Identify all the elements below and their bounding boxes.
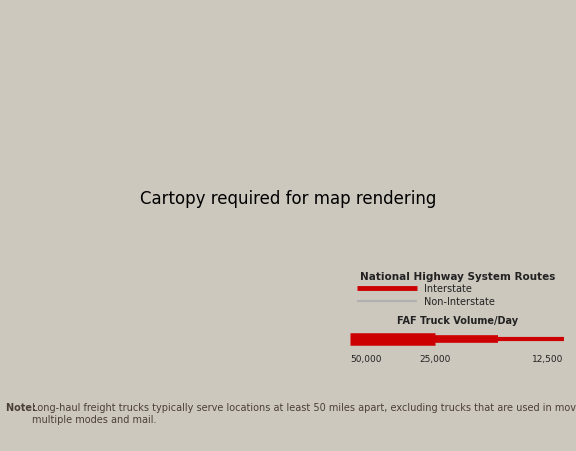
- Text: Note:: Note:: [6, 402, 39, 412]
- Text: 25,000: 25,000: [420, 354, 451, 363]
- Text: Non-Interstate: Non-Interstate: [424, 297, 495, 307]
- Text: FAF Truck Volume/Day: FAF Truck Volume/Day: [397, 315, 518, 325]
- Text: Long-haul freight trucks typically serve locations at least 50 miles apart, excl: Long-haul freight trucks typically serve…: [32, 402, 576, 424]
- Text: 50,000: 50,000: [350, 354, 381, 363]
- Text: National Highway System Routes: National Highway System Routes: [360, 272, 556, 281]
- Text: 12,500: 12,500: [532, 354, 563, 363]
- Text: Interstate: Interstate: [424, 283, 472, 293]
- Text: Cartopy required for map rendering: Cartopy required for map rendering: [140, 189, 436, 207]
